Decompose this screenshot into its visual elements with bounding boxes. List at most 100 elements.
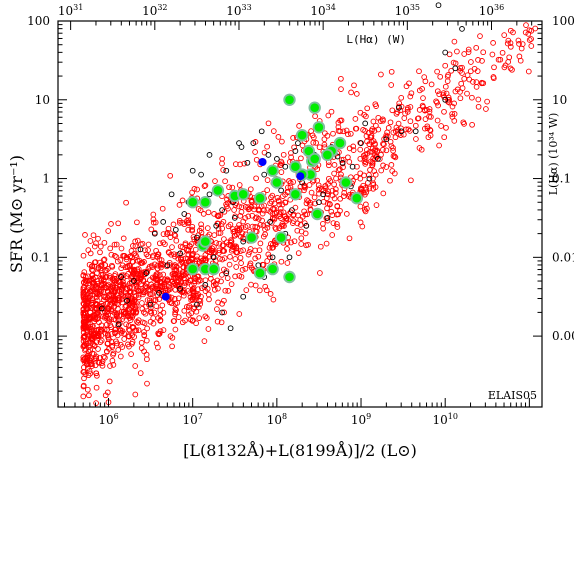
data-point-red bbox=[516, 53, 523, 60]
data-point-red bbox=[284, 246, 290, 252]
ticks-layer bbox=[58, 20, 542, 407]
data-point-black bbox=[240, 238, 247, 245]
data-point-red bbox=[228, 247, 235, 254]
data-point-red bbox=[242, 215, 249, 221]
data-point-black bbox=[339, 159, 346, 166]
data-point-red bbox=[159, 205, 166, 212]
data-point-red bbox=[93, 384, 100, 391]
data-point-red bbox=[378, 167, 385, 174]
data-point-red bbox=[390, 145, 396, 151]
data-point-red bbox=[205, 209, 212, 216]
data-point-red bbox=[81, 333, 88, 339]
data-point-red bbox=[97, 329, 104, 335]
data-point-black bbox=[383, 136, 390, 143]
data-point-red bbox=[412, 122, 419, 129]
data-point-red bbox=[413, 136, 419, 142]
data-point-red bbox=[108, 339, 115, 345]
data-point-black bbox=[396, 104, 402, 111]
data-point-red bbox=[238, 260, 244, 266]
data-point-red bbox=[357, 219, 364, 226]
data-point-red bbox=[477, 33, 483, 39]
data-point-red bbox=[459, 64, 465, 71]
data-point-black bbox=[172, 226, 179, 233]
data-point-red bbox=[108, 308, 115, 314]
data-point-red bbox=[307, 201, 313, 208]
data-point-red bbox=[117, 327, 124, 334]
data-point-red bbox=[523, 22, 529, 28]
data-point-black bbox=[130, 278, 137, 284]
data-point-red bbox=[442, 83, 449, 90]
data-point-black bbox=[362, 120, 369, 127]
data-point-red bbox=[457, 95, 464, 102]
data-point-red bbox=[98, 262, 105, 269]
data-point-red bbox=[189, 318, 196, 324]
data-point-red bbox=[135, 272, 141, 278]
data-point-red bbox=[204, 225, 211, 231]
data-point-red bbox=[80, 329, 87, 336]
data-point-red bbox=[188, 252, 195, 259]
data-point-green bbox=[313, 209, 322, 219]
data-point-red bbox=[200, 211, 207, 217]
data-point-red bbox=[201, 338, 208, 344]
data-point-red bbox=[85, 340, 92, 346]
data-point-red bbox=[348, 89, 354, 96]
data-point-red bbox=[380, 162, 386, 169]
data-point-red bbox=[228, 281, 235, 287]
data-point-green bbox=[304, 146, 314, 156]
data-point-green bbox=[255, 193, 265, 203]
data-point-red bbox=[171, 231, 178, 238]
data-point-black bbox=[98, 305, 105, 312]
data-point-red bbox=[133, 286, 140, 293]
data-point-red bbox=[80, 354, 87, 361]
data-point-red bbox=[129, 323, 136, 330]
data-point-red bbox=[84, 329, 91, 335]
data-point-red bbox=[173, 267, 180, 274]
data-point-red bbox=[122, 309, 129, 316]
data-point-red bbox=[226, 241, 232, 248]
data-point-red bbox=[83, 278, 90, 284]
data-point-red bbox=[278, 258, 285, 265]
data-point-black bbox=[412, 128, 419, 135]
data-point-red bbox=[316, 190, 322, 197]
data-point-red bbox=[415, 115, 422, 122]
data-point-green bbox=[285, 272, 294, 282]
data-point-green bbox=[335, 138, 345, 148]
data-point-red bbox=[479, 79, 485, 86]
data-point-red bbox=[243, 287, 250, 293]
data-point-red bbox=[469, 121, 475, 128]
data-point-red bbox=[288, 150, 294, 156]
data-point-red bbox=[272, 224, 279, 231]
data-point-red bbox=[86, 392, 92, 399]
data-point-red bbox=[286, 178, 292, 184]
data-point-red bbox=[155, 331, 162, 338]
data-point-red bbox=[215, 250, 222, 256]
y-tick-label: 10 bbox=[35, 93, 50, 107]
data-point-red bbox=[264, 258, 271, 264]
data-point-red bbox=[89, 332, 96, 339]
data-point-red bbox=[288, 239, 294, 246]
data-point-red bbox=[326, 162, 332, 169]
data-point-red bbox=[380, 141, 386, 147]
data-point-red bbox=[152, 297, 159, 303]
data-point-red bbox=[80, 393, 87, 400]
data-point-red bbox=[162, 287, 169, 294]
data-point-red bbox=[92, 331, 99, 338]
data-point-red bbox=[148, 226, 155, 233]
data-point-red bbox=[390, 147, 396, 154]
data-point-red bbox=[116, 317, 122, 324]
data-point-red bbox=[257, 240, 264, 247]
data-point-red bbox=[378, 71, 384, 78]
data-point-green bbox=[213, 186, 223, 195]
data-point-red bbox=[366, 185, 373, 192]
data-point-red bbox=[306, 182, 313, 188]
data-point-red bbox=[428, 81, 435, 88]
data-point-red bbox=[341, 189, 348, 196]
data-point-red bbox=[160, 327, 167, 333]
data-point-red bbox=[85, 352, 92, 359]
data-point-red bbox=[150, 297, 157, 303]
data-point-red bbox=[237, 161, 243, 168]
data-point-red bbox=[160, 271, 167, 278]
data-point-red bbox=[129, 295, 136, 302]
data-point-red bbox=[230, 228, 237, 235]
data-point-red bbox=[245, 206, 252, 213]
